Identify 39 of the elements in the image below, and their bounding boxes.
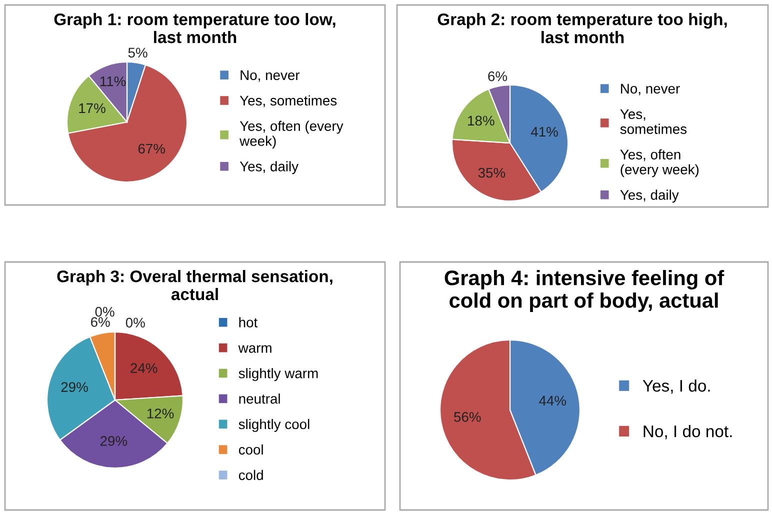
legend-label: Yes, daily [240,161,299,174]
legend-label: Yes, daily [620,190,679,203]
data-label: 29% [61,382,88,392]
chart-title: Graph 4: intensive feeling of cold on part of body, actual [444,270,724,312]
text: 0% [95,306,114,317]
legend-label: Yes, often (every week) [620,149,699,178]
legend-label: Yes, often (every week) [240,120,344,149]
data-label: 18% [468,116,494,126]
data-label: 56% [454,412,481,422]
legend-label: hot [239,317,258,328]
legend-label: slightly cool [238,418,310,432]
legend-label: slightly warm [238,368,318,382]
chart-title: Graph 2: room temperature too high, last month [438,13,727,44]
chart-title: Graph 1: room temperature too low, last month [54,13,336,44]
legend-label: cool [238,444,263,455]
data-label: 24% [130,363,158,373]
data-label: 12% [147,408,174,418]
chart-title: Graph 3: Overal thermal sensation, actual [57,270,332,300]
data-label: 44% [539,396,566,406]
data-label: 11% [100,76,126,86]
legend-label: Yes, I do. [642,379,710,394]
legend-label: No, never [621,84,680,96]
legend-label: No, never [240,70,300,82]
legend-label: Yes, sometimes [240,95,337,108]
data-label: 41% [530,126,558,137]
data-label: 35% [478,168,506,178]
legend-label: No, I do not. [644,425,732,440]
legend-label: Yes, sometimes [620,109,687,134]
data-label: 67% [138,144,166,154]
legend-label: cold [238,470,263,480]
data-label: 6% [488,71,508,82]
data-label: 5% [128,48,148,58]
data-label: 17% [79,103,106,114]
pie-slice [68,64,188,183]
data-label: 29% [100,436,128,446]
legend-label: neutral [239,394,280,404]
legend-label: warm [238,345,272,353]
text: 0% [126,318,145,328]
data-label: 6% [91,317,110,327]
